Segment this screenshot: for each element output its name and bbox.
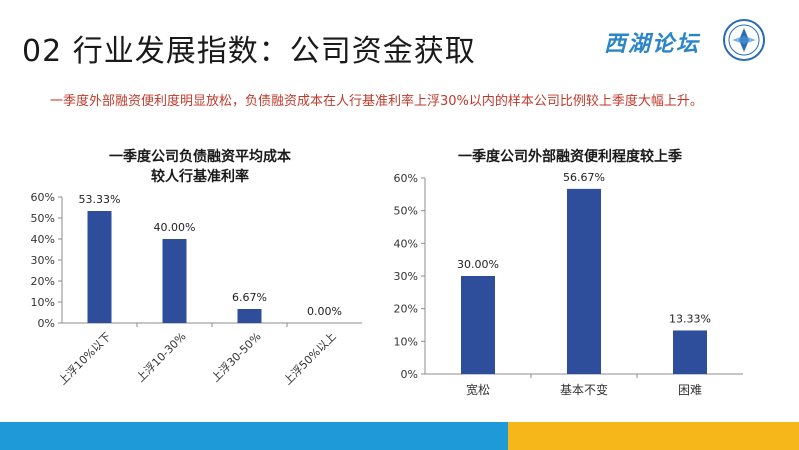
- chart-1-y-tick-label: 0%: [38, 317, 55, 330]
- forum-emblem-icon: [723, 19, 765, 61]
- chart-1-y-tick-label: 30%: [31, 254, 55, 267]
- chart-2-category-label: 基本不变: [560, 382, 608, 397]
- chart-1-data-label: 6.67%: [232, 291, 267, 304]
- chart-2-y-tick-label: 60%: [394, 172, 418, 185]
- chart-1-bar: [162, 239, 187, 323]
- chart-2-data-label: 13.33%: [669, 312, 711, 325]
- chart-1-title-line-1: 一季度公司负债融资平均成本: [109, 149, 291, 165]
- chart-2-y-tick-label: 10%: [394, 335, 418, 348]
- chart-1-category-label: 上浮50%以上: [281, 330, 339, 388]
- chart-2-y-tick-label: 30%: [394, 270, 418, 283]
- chart-1-category-label: 上浮10%以下: [56, 330, 114, 388]
- chart-2-y-tick-label: 50%: [394, 205, 418, 218]
- chart-2-bar: [567, 188, 601, 374]
- footer-blue-band: [0, 422, 508, 450]
- chart-2-category-label: 困难: [678, 383, 702, 397]
- chart-1-category-label: 上浮30-50%: [209, 330, 264, 385]
- chart-2-title: 一季度公司外部融资便利程度较上季: [440, 147, 700, 167]
- chart-2-data-label: 30.00%: [457, 258, 499, 271]
- chart-1-data-label: 0.00%: [307, 305, 342, 318]
- chart-2-data-label: 56.67%: [563, 172, 605, 184]
- chart-2-bar: [673, 330, 707, 374]
- chart-2-y-tick-label: 20%: [394, 303, 418, 316]
- chart-1-y-tick-label: 50%: [31, 212, 55, 225]
- chart-2-y-tick-label: 0%: [401, 368, 418, 381]
- chart-1-y-tick-label: 60%: [31, 191, 55, 204]
- chart-1-title-line-2: 较人行基准利率: [151, 169, 249, 185]
- chart-2-title-line-1: 一季度公司外部融资便利程度较上季: [458, 149, 682, 165]
- chart-1-y-tick-label: 40%: [31, 233, 55, 246]
- page-title: 02 行业发展指数：公司资金获取: [22, 34, 476, 69]
- chart-1-svg: 0% 10% 20% 30% 40% 50% 60% 53.33% 上浮10%以下 40.00% 上…: [31, 191, 362, 388]
- chart-2-category-label: 宽松: [466, 382, 490, 397]
- chart-2-bar: [461, 276, 495, 374]
- chart-2-svg: 0% 10% 20% 30% 40% 50% 60% 30.00% 宽松 56.67% 基本不变 13…: [394, 172, 743, 397]
- chart-1-data-label: 53.33%: [79, 193, 121, 206]
- chart-1-y-tick-label: 10%: [31, 296, 55, 309]
- chart-1-category-label: 上浮10-30%: [134, 330, 189, 385]
- chart-1-bar: [237, 308, 262, 323]
- forum-logo-text: 西湖论坛: [604, 31, 701, 57]
- chart-1-bar: [87, 211, 112, 323]
- chart-1-data-label: 40.00%: [154, 221, 196, 234]
- footer-yellow-band: [508, 422, 799, 450]
- chart-1-title: 一季度公司负债融资平均成本 较人行基准利率: [90, 147, 310, 187]
- page-subtitle: 一季度外部融资便利度明显放松，负债融资成本在人行基准利率上浮30%以内的样本公司…: [50, 94, 703, 109]
- chart-2: 0% 10% 20% 30% 40% 50% 60% 30.00% 宽松 56.67% 基本不变 13…: [380, 172, 780, 412]
- chart-1: 0% 10% 20% 30% 40% 50% 60% 53.33% 上浮10%以下 40.00% 上…: [20, 180, 380, 420]
- chart-1-y-tick-label: 20%: [31, 275, 55, 288]
- chart-2-y-tick-label: 40%: [394, 237, 418, 250]
